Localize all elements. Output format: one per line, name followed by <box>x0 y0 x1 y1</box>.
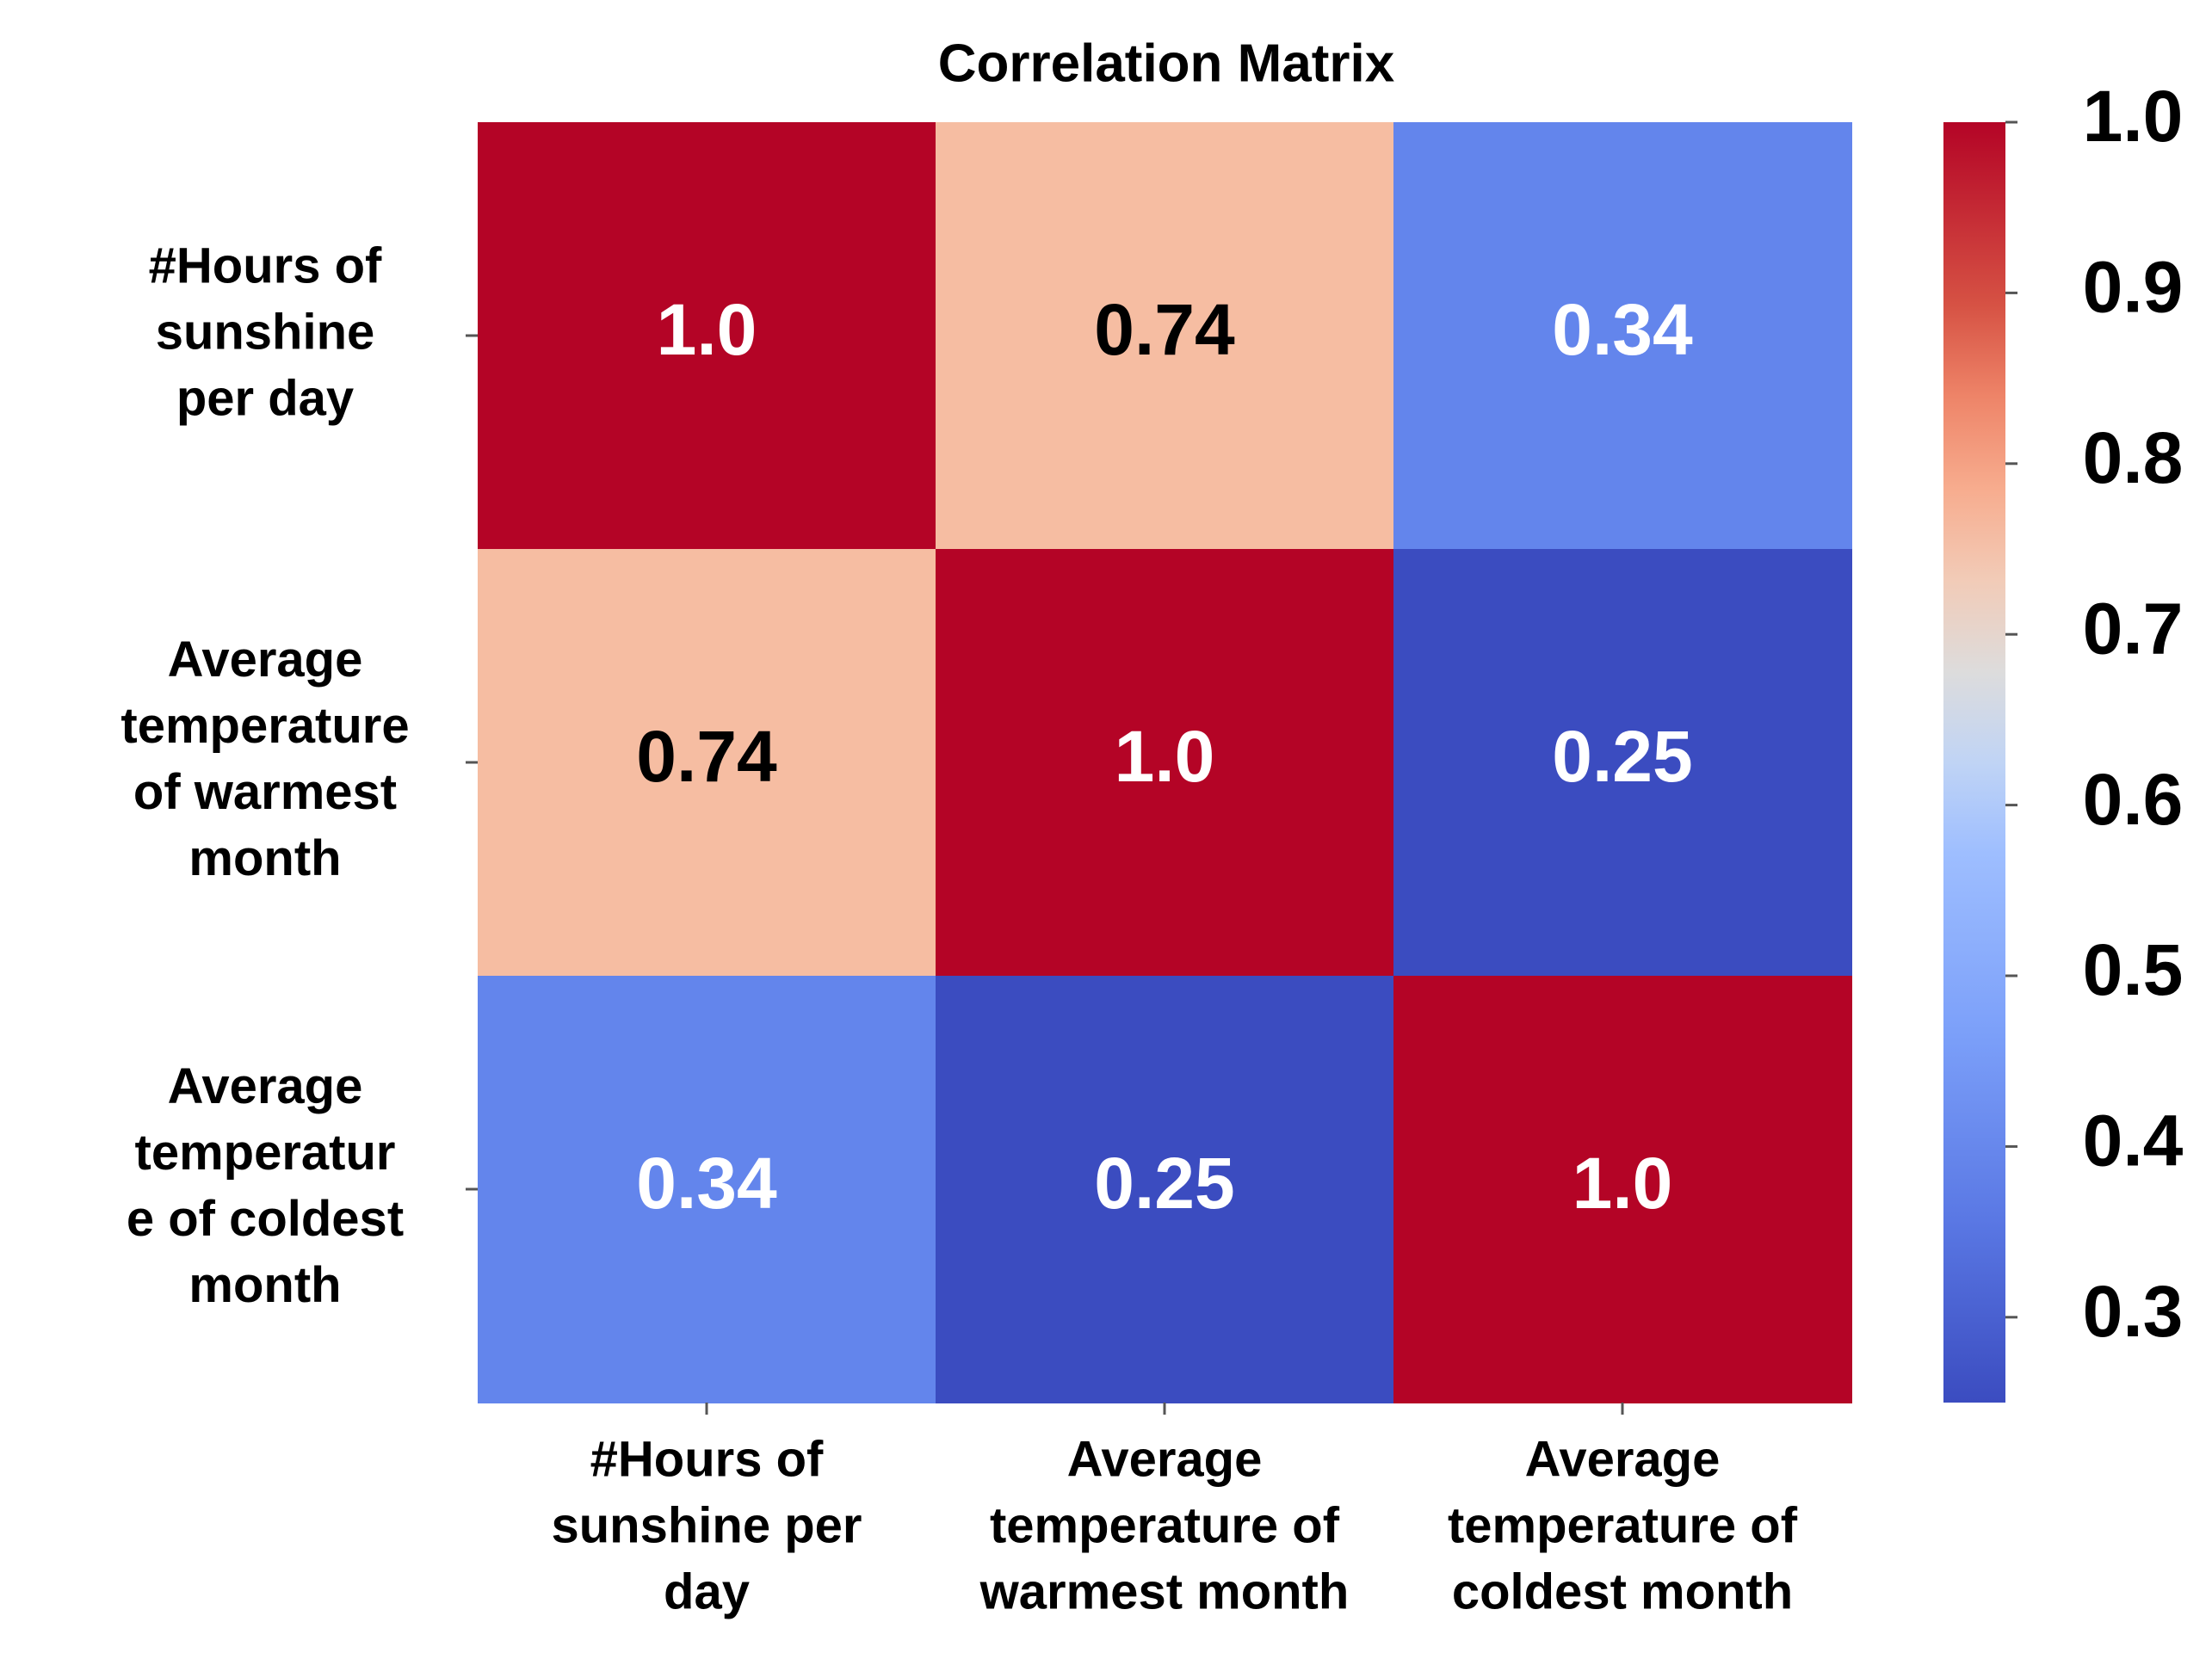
x-axis-labels: #Hours of sunshine per day Average temperatu… <box>552 1403 1798 1619</box>
heatmap-cell <box>478 976 936 1403</box>
heatmap-cell <box>1393 549 1852 977</box>
cell-value-label: 1.0 <box>1572 1143 1673 1224</box>
cell-value-label: 0.74 <box>636 716 777 797</box>
heatmap-cells: 1.0 0.74 0.34 0.74 1.0 0.25 0.34 0.25 1.0 <box>478 122 1852 1403</box>
heatmap-cell <box>478 549 936 977</box>
y-axis-labels: #Hours of sunshine per day Average temperatu… <box>120 237 478 1313</box>
x-tick-label: Average temperature of coldest month <box>1448 1431 1798 1619</box>
cell-value-label: 0.34 <box>1552 289 1693 370</box>
x-tick-label: Average temperature of warmest month <box>979 1431 1350 1619</box>
heatmap-cell <box>936 122 1394 550</box>
colorbar-tick-label: 1.0 <box>2083 76 2184 157</box>
colorbar-tick-label: 0.5 <box>2083 929 2184 1010</box>
chart-title: Correlation Matrix <box>938 34 1395 93</box>
y-tick-label: #Hours of sunshine per day <box>149 237 382 426</box>
cell-value-label: 0.74 <box>1094 289 1235 370</box>
colorbar-tick-label: 0.9 <box>2083 247 2184 328</box>
heatmap-cell <box>478 122 936 550</box>
colorbar: 1.0 0.9 0.8 0.7 0.6 0.5 0.4 0.3 <box>1943 76 2184 1403</box>
cell-value-label: 0.25 <box>1552 716 1693 797</box>
cell-value-label: 0.25 <box>1094 1143 1235 1224</box>
heatmap-cell <box>1393 122 1852 550</box>
cell-value-label: 0.34 <box>636 1143 777 1224</box>
y-tick-label: Average temperatur e of coldest month <box>127 1058 404 1313</box>
heatmap-cell <box>936 549 1394 977</box>
heatmap-cell <box>1393 976 1852 1403</box>
colorbar-tick-label: 0.8 <box>2083 417 2184 498</box>
cell-value-label: 1.0 <box>657 289 757 370</box>
cell-value-label: 1.0 <box>1115 716 1215 797</box>
colorbar-tick-label: 0.7 <box>2083 588 2184 669</box>
colorbar-tick-label: 0.6 <box>2083 759 2184 840</box>
heatmap-cell <box>936 976 1394 1403</box>
x-tick-label: #Hours of sunshine per day <box>552 1431 862 1619</box>
colorbar-tick-label: 0.3 <box>2083 1271 2184 1352</box>
colorbar-gradient <box>1943 122 2005 1403</box>
y-tick-label: Average temperature of warmest month <box>120 632 409 886</box>
colorbar-tick-label: 0.4 <box>2083 1101 2184 1181</box>
